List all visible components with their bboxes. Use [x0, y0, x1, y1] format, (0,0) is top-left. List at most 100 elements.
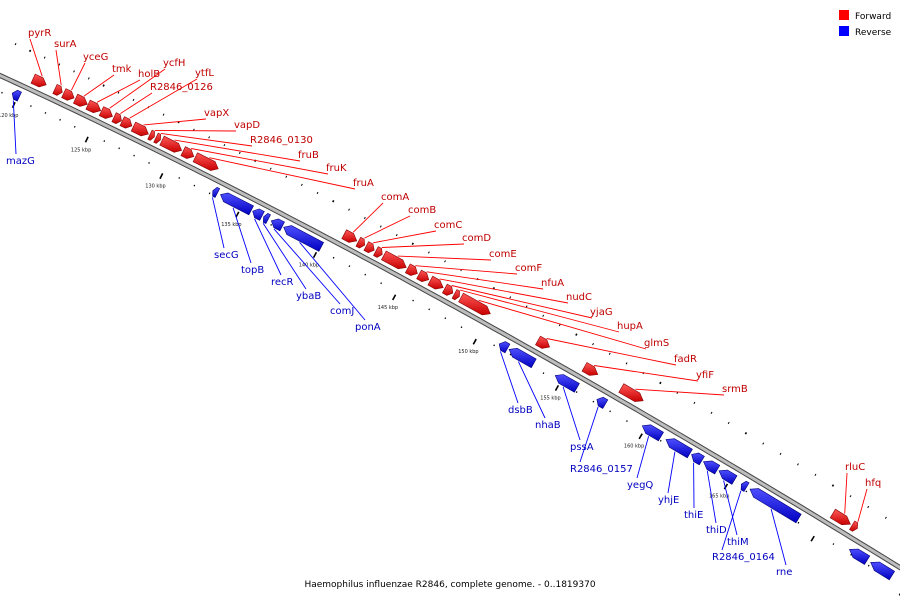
gene-pyrr[interactable] — [30, 73, 47, 88]
gene-mazg[interactable] — [11, 89, 22, 102]
gene-label[interactable]: fadR — [674, 354, 697, 365]
gene-vapx[interactable] — [130, 121, 149, 137]
gene-rne[interactable] — [749, 488, 802, 524]
gene-pona[interactable] — [283, 225, 325, 252]
gene-ytfl[interactable] — [119, 116, 133, 129]
gene-thim[interactable] — [718, 469, 738, 485]
label-leader — [174, 139, 301, 162]
gene-label[interactable]: thiD — [706, 525, 727, 536]
gene-rluc[interactable] — [829, 508, 851, 526]
gene-label[interactable]: comB — [408, 205, 436, 216]
gene-comf[interactable] — [404, 263, 418, 276]
gene-label[interactable]: R2846_0157 — [570, 464, 633, 475]
gene-holb[interactable] — [85, 99, 102, 114]
gene-label[interactable]: comE — [489, 249, 517, 260]
gene-label[interactable]: thiE — [684, 510, 703, 521]
gene-ybab[interactable] — [262, 213, 271, 225]
label-leader — [29, 38, 43, 77]
gene-label[interactable]: pssA — [570, 442, 594, 453]
gene-r2846-0130[interactable] — [153, 132, 162, 144]
gene-label[interactable]: yceG — [83, 52, 108, 63]
gene-label[interactable]: ponA — [355, 322, 381, 333]
gene-label[interactable]: tmk — [112, 64, 132, 75]
gene-yfif[interactable] — [581, 362, 599, 376]
gene-label[interactable]: pyrR — [28, 28, 51, 39]
gene-label[interactable]: nfuA — [541, 278, 564, 289]
gene-vapd[interactable] — [147, 129, 155, 141]
gene-label[interactable]: hupA — [617, 321, 643, 332]
gene-topb[interactable] — [220, 192, 254, 216]
gene-nudc[interactable] — [427, 275, 444, 290]
gene-label[interactable]: topB — [241, 265, 264, 276]
gene-dsbb[interactable] — [498, 341, 511, 354]
gene-r2846-0164[interactable] — [740, 480, 750, 492]
gene-label[interactable]: fruK — [326, 163, 347, 174]
gene-label[interactable]: R2846_0126 — [150, 82, 213, 93]
gene-label[interactable]: yegQ — [627, 480, 653, 491]
gene-recr[interactable] — [252, 208, 265, 221]
gene-hfq[interactable] — [849, 520, 859, 532]
gene-label[interactable]: rne — [776, 567, 792, 578]
gene-label[interactable]: comC — [434, 220, 462, 231]
gene-tmk[interactable] — [73, 93, 88, 107]
gene-frua[interactable] — [192, 152, 219, 171]
gene-coma[interactable] — [341, 229, 358, 243]
gene-yceg[interactable] — [61, 88, 75, 101]
gene-nhab[interactable] — [508, 347, 537, 369]
gene-label[interactable]: glmS — [644, 338, 669, 349]
gene-label[interactable]: rluC — [845, 462, 865, 473]
gene-thie[interactable] — [691, 452, 705, 466]
gene-label[interactable]: vapD — [234, 120, 260, 131]
gene-label[interactable]: ycfH — [163, 58, 185, 69]
gene-label[interactable]: holB — [138, 69, 160, 80]
gene-sura[interactable] — [52, 84, 63, 96]
gene-label[interactable]: comD — [462, 233, 491, 244]
gene-label[interactable]: yjaG — [590, 307, 613, 318]
gene-label[interactable]: dsbB — [508, 405, 533, 416]
gene-label[interactable]: comA — [381, 192, 409, 203]
gene-comd[interactable] — [373, 246, 383, 258]
gene-yjag[interactable] — [441, 283, 454, 296]
gene-come[interactable] — [380, 250, 407, 270]
gene-label[interactable]: R2846_0164 — [712, 552, 775, 563]
gene-label[interactable]: secG — [214, 250, 239, 261]
gene-label[interactable]: fruB — [298, 150, 319, 161]
gene-ycfh[interactable] — [98, 106, 113, 119]
gene-label[interactable]: comF — [515, 263, 542, 274]
gene-yhje[interactable] — [665, 438, 693, 459]
gene-label[interactable]: yhjE — [658, 495, 679, 506]
gene-label[interactable]: hfq — [865, 478, 881, 489]
gene-frub[interactable] — [159, 135, 183, 153]
gene-label[interactable]: mazG — [6, 156, 35, 167]
gene-fruk[interactable] — [180, 146, 195, 159]
gene-label[interactable]: nhaB — [535, 420, 561, 431]
gene-label[interactable]: thiM — [727, 537, 749, 548]
gene-label[interactable]: srmB — [722, 384, 748, 395]
gene-glms[interactable] — [458, 292, 491, 316]
gene-label[interactable]: fruA — [353, 178, 374, 189]
gene-label[interactable]: ybaB — [296, 291, 321, 302]
gene-unnamed-48[interactable] — [849, 548, 871, 565]
gene-comj[interactable] — [270, 218, 285, 232]
gene-label[interactable]: R2846_0130 — [250, 135, 313, 146]
gene-unnamed-49[interactable] — [870, 561, 896, 581]
gene-comb[interactable] — [355, 236, 366, 249]
gene-fadr[interactable] — [535, 335, 551, 349]
gene-label[interactable]: yfiF — [696, 370, 714, 381]
gene-label[interactable]: surA — [54, 39, 77, 50]
gene-srmb[interactable] — [618, 383, 644, 402]
gene-yegq[interactable] — [641, 424, 664, 442]
gene-label[interactable]: nudC — [566, 292, 592, 303]
gene-comc[interactable] — [363, 241, 375, 254]
gene-label[interactable]: recR — [271, 277, 294, 288]
gene-secg[interactable] — [212, 186, 221, 198]
gene-r2846-0126[interactable] — [111, 112, 122, 125]
gene-label[interactable]: ytfL — [195, 68, 214, 79]
gene-label[interactable]: vapX — [204, 108, 229, 119]
gene-label[interactable]: comJ — [330, 306, 354, 317]
gene-r2846-0157[interactable] — [596, 396, 609, 409]
gene-nfua[interactable] — [416, 269, 430, 283]
gene-hupa[interactable] — [451, 289, 460, 301]
gene-thid[interactable] — [703, 460, 721, 475]
gene-pssa[interactable] — [554, 374, 580, 393]
